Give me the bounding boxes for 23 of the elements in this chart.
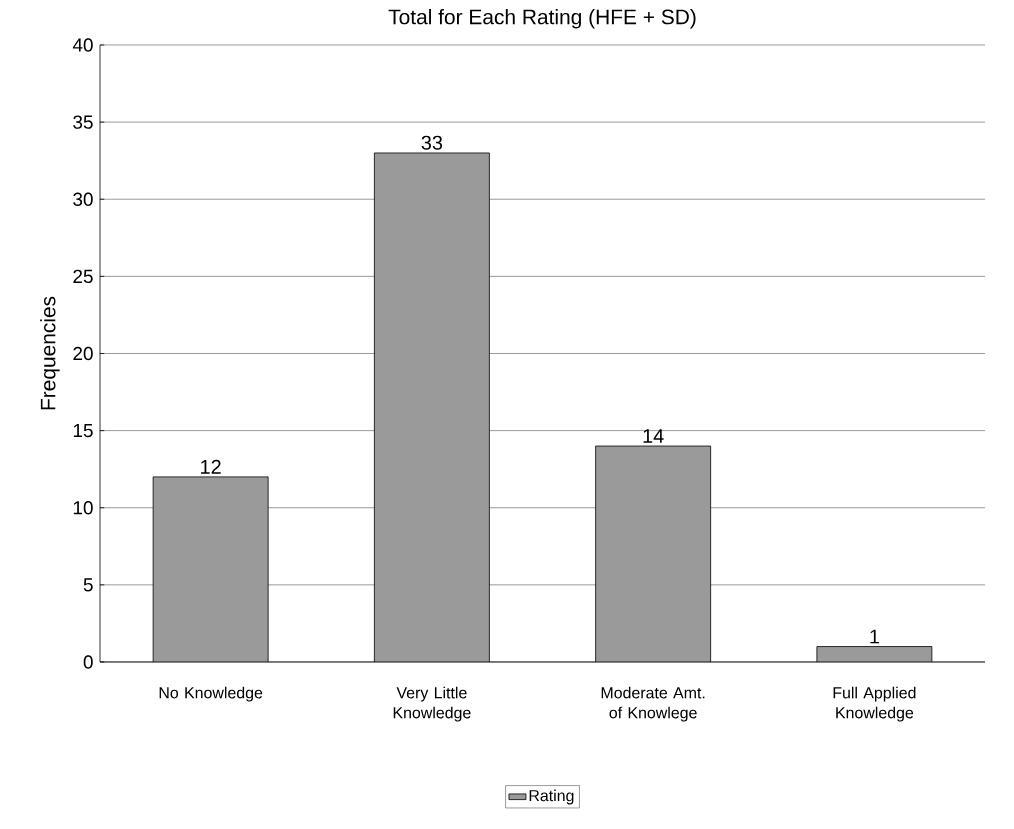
data-label: 1 [870, 629, 879, 644]
y-tick-label: 0 [83, 655, 93, 669]
x-tick-label: Full Applied Knowledge [833, 686, 916, 722]
bar [595, 446, 711, 662]
y-axis-title: Frequencies [40, 296, 60, 410]
y-tick-label: 10 [73, 501, 93, 515]
bar [374, 152, 490, 662]
x-tick-label: No Knowledge [159, 686, 263, 702]
legend-label: Rating [529, 789, 574, 805]
data-label: 33 [421, 135, 443, 150]
y-tick-label: 20 [73, 346, 93, 361]
y-tick-label: 35 [73, 115, 93, 129]
data-label: 12 [201, 459, 221, 474]
x-tick-label: Very Little Knowledge [393, 686, 471, 722]
bar [153, 476, 269, 662]
data-label: 14 [643, 429, 664, 443]
y-tick-label: 40 [72, 38, 93, 52]
y-tick-label: 15 [73, 424, 93, 438]
y-tick-label: 25 [73, 269, 93, 284]
y-tick-label: 5 [83, 578, 93, 592]
chart-title: Total for Each Rating (HFE + SD) [388, 9, 696, 29]
y-tick-label: 30 [73, 192, 93, 206]
x-tick-label: Moderate Amt. of Knowlege [601, 686, 705, 722]
